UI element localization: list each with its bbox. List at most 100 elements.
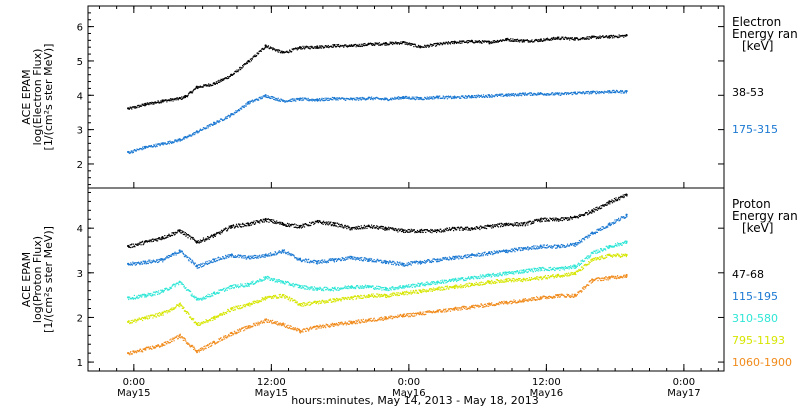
data-dot: [232, 224, 234, 227]
data-dot: [207, 85, 209, 87]
data-dot: [362, 260, 364, 262]
data-dot: [159, 102, 161, 104]
data-dot: [543, 267, 545, 269]
data-dot: [185, 95, 187, 97]
data-dot: [529, 41, 532, 43]
data-dot: [147, 262, 149, 265]
data-dot: [556, 38, 558, 40]
data-dot: [408, 284, 410, 286]
data-dot: [588, 235, 590, 237]
data-dot: [312, 98, 314, 100]
data-dot: [174, 251, 176, 253]
data-dot: [228, 255, 230, 257]
data-dot: [484, 225, 486, 227]
data-dot: [252, 257, 254, 259]
data-dot: [513, 249, 515, 252]
data-dot: [556, 220, 558, 222]
data-dot: [361, 98, 363, 100]
data-dot: [245, 103, 247, 105]
data-dot: [182, 97, 184, 99]
data-dot: [150, 145, 152, 147]
data-dot: [204, 238, 207, 241]
data-dot: [560, 267, 562, 270]
data-dot: [329, 258, 331, 260]
data-dot: [469, 40, 471, 43]
data-dot: [146, 294, 148, 296]
data-dot: [433, 96, 436, 98]
data-dot: [233, 73, 236, 75]
data-dot: [182, 252, 184, 254]
data-dot: [506, 224, 508, 226]
data-dot: [588, 236, 590, 238]
data-dot: [436, 283, 438, 285]
data-dot: [493, 225, 495, 227]
data-dot: [416, 96, 419, 99]
data-dot: [384, 44, 386, 46]
data-dot: [623, 196, 625, 199]
data-dot: [189, 91, 191, 93]
data-dot: [267, 95, 269, 97]
data-dot: [241, 284, 243, 287]
data-dot: [506, 271, 508, 273]
data-dot: [132, 151, 134, 154]
data-dot: [451, 40, 453, 43]
data-dot: [170, 255, 173, 257]
data-dot: [584, 38, 587, 40]
data-dot: [310, 288, 312, 290]
data-dot: [465, 97, 468, 99]
data-dot: [303, 285, 305, 287]
data-dot: [567, 38, 569, 40]
data-dot: [478, 255, 480, 257]
data-dot: [583, 239, 586, 241]
data-dot: [149, 293, 151, 295]
data-dot: [561, 266, 563, 269]
data-dot: [511, 251, 513, 253]
data-dot: [443, 282, 445, 284]
data-dot: [365, 98, 368, 101]
data-dot: [142, 103, 144, 105]
data-dot: [335, 257, 337, 260]
data-dot: [495, 251, 497, 253]
data-dot: [483, 95, 485, 98]
data-dot: [310, 260, 312, 262]
data-dot: [240, 283, 242, 285]
data-dot: [471, 276, 473, 278]
data-dot: [401, 230, 404, 232]
data-dot: [288, 253, 291, 255]
data-dot: [250, 281, 253, 283]
data-dot: [134, 246, 136, 248]
data-dot: [609, 203, 611, 205]
data-dot: [443, 256, 445, 259]
data-dot: [173, 141, 175, 143]
data-dot: [354, 286, 356, 288]
data-dot: [318, 219, 320, 222]
data-dot: [479, 95, 481, 97]
data-dot: [190, 294, 192, 296]
data-dot: [333, 287, 336, 289]
data-dot: [191, 293, 193, 295]
data-dot: [489, 43, 491, 45]
data-dot: [136, 244, 138, 246]
data-dot: [151, 102, 154, 104]
data-dot: [182, 137, 184, 139]
data-dot: [366, 44, 369, 46]
data-dot: [408, 228, 410, 231]
data-dot: [295, 257, 297, 259]
data-dot: [247, 256, 249, 258]
data-dot: [147, 103, 149, 105]
data-dot: [562, 244, 565, 246]
data-dot: [205, 263, 208, 265]
data-dot: [209, 262, 211, 264]
data-dot: [298, 259, 300, 261]
data-dot: [177, 139, 179, 141]
data-dot: [491, 96, 493, 98]
data-dot: [291, 253, 293, 255]
data-dot: [180, 283, 182, 285]
data-dot: [408, 42, 410, 44]
data-dot: [523, 272, 525, 274]
data-dot: [413, 262, 415, 264]
data-dot: [536, 245, 538, 247]
data-dot: [138, 262, 140, 264]
data-dot: [504, 39, 506, 42]
data-dot: [545, 38, 547, 40]
